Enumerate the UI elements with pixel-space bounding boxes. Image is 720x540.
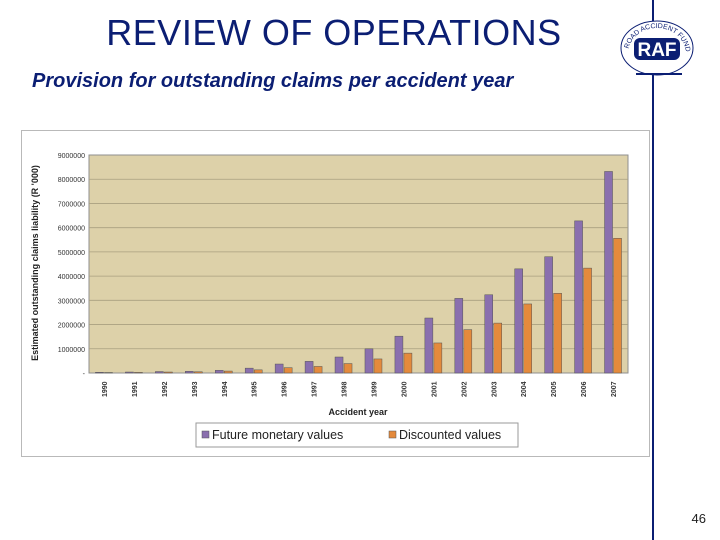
- slide-subtitle: Provision for outstanding claims per acc…: [32, 70, 514, 92]
- y-tick-label: -: [83, 371, 86, 378]
- x-tick-label: 1990: [102, 381, 109, 397]
- bar-future-1993: [185, 371, 194, 374]
- x-tick-label: 2000: [401, 381, 408, 397]
- bar-discounted-2002: [463, 329, 473, 374]
- x-tick-label: 1997: [312, 381, 319, 397]
- x-tick-label: 1999: [371, 381, 378, 397]
- bar-future-1998: [334, 356, 344, 374]
- y-axis-label: Estimated outstanding claims liability (…: [30, 165, 40, 361]
- x-tick-label: 2003: [491, 381, 498, 397]
- bar-discounted-1991: [134, 372, 143, 374]
- bar-discounted-2004: [523, 303, 532, 374]
- slide-title: REVIEW OF OPERATIONS: [106, 12, 562, 53]
- legend-label: Discounted values: [399, 428, 501, 442]
- y-tick-label: 2000000: [58, 323, 85, 330]
- page-number: 46: [691, 511, 706, 526]
- bar-discounted-1998: [343, 363, 353, 374]
- x-tick-label: 2006: [581, 381, 588, 397]
- raf-logo: ROAD ACCIDENT FUND RAF: [620, 20, 694, 76]
- logo-text: RAF: [637, 40, 676, 61]
- x-tick-label: 1992: [162, 381, 169, 397]
- bar-discounted-1996: [283, 367, 293, 374]
- bar-future-1992: [155, 371, 164, 374]
- bar-future-2000: [394, 335, 404, 374]
- bar-discounted-2006: [583, 267, 592, 374]
- bar-future-1996: [274, 363, 284, 374]
- bar-future-1995: [244, 367, 254, 374]
- x-tick-label: 1991: [132, 381, 139, 397]
- legend: Future monetary values Discounted values: [195, 422, 519, 448]
- y-tick-label: 8000000: [58, 177, 85, 184]
- x-tick-label: 2007: [611, 381, 618, 397]
- bar-chart: - 1000000 2000000 3000000 4000000 5000000 6000…: [30, 153, 629, 448]
- bar-future-2007: [604, 171, 613, 374]
- bar-discounted-1995: [253, 369, 263, 374]
- x-tick-label: 1993: [192, 381, 199, 397]
- x-tick-labels: 1990 1991 1992 1993 1994 1995 1996 1997 1998 1999…: [102, 381, 618, 397]
- bar-discounted-1999: [373, 358, 383, 374]
- bars: [95, 171, 622, 374]
- y-tick-label: 7000000: [58, 201, 85, 208]
- legend-box: [195, 422, 519, 448]
- bar-future-1999: [364, 348, 374, 374]
- bar-future-2002: [454, 298, 464, 374]
- bar-discounted-2000: [403, 352, 413, 374]
- bar-discounted-2003: [493, 322, 502, 374]
- x-tick-label: 2001: [431, 381, 438, 397]
- bar-discounted-2007: [613, 238, 622, 374]
- bar-discounted-1993: [194, 371, 203, 374]
- y-tick-labels: - 1000000 2000000 3000000 4000000 5000000 6000…: [58, 153, 86, 378]
- y-tick-label: 3000000: [58, 298, 85, 305]
- y-tick-label: 5000000: [58, 250, 85, 257]
- bar-discounted-2001: [433, 342, 443, 374]
- bar-future-2006: [574, 220, 583, 374]
- y-tick-label: 1000000: [58, 347, 85, 354]
- bar-discounted-1997: [313, 366, 323, 374]
- legend-label: Future monetary values: [212, 428, 343, 442]
- bar-discounted-2005: [553, 293, 562, 374]
- x-tick-label: 1995: [252, 381, 259, 397]
- bar-future-2004: [514, 268, 523, 374]
- chart-frame: - 1000000 2000000 3000000 4000000 5000000 6000…: [21, 130, 650, 457]
- x-tick-label: 1996: [282, 381, 289, 397]
- x-tick-label: 1994: [222, 381, 229, 397]
- legend-swatch: [201, 430, 210, 439]
- bar-future-1997: [304, 361, 314, 374]
- x-tick-label: 2004: [521, 381, 528, 397]
- bar-future-1990: [95, 372, 104, 374]
- x-tick-label: 2005: [551, 381, 558, 397]
- bar-future-1991: [125, 371, 134, 374]
- bar-future-2003: [484, 294, 493, 374]
- y-tick-label: 9000000: [58, 153, 85, 160]
- divider-line: [652, 0, 654, 540]
- gridlines: [89, 178, 628, 350]
- bar-future-2001: [424, 317, 434, 374]
- legend-swatch: [388, 430, 397, 439]
- bar-future-1994: [215, 370, 224, 374]
- bar-future-2005: [544, 256, 553, 374]
- bar-discounted-1992: [164, 371, 173, 374]
- plot-area: [88, 154, 629, 374]
- y-tick-label: 4000000: [58, 274, 85, 281]
- x-tick-label: 1998: [342, 381, 349, 397]
- x-tick-label: 2002: [461, 381, 468, 397]
- x-axis-label: Accident year: [328, 407, 388, 417]
- bar-discounted-1994: [224, 370, 233, 374]
- y-tick-label: 6000000: [58, 226, 85, 233]
